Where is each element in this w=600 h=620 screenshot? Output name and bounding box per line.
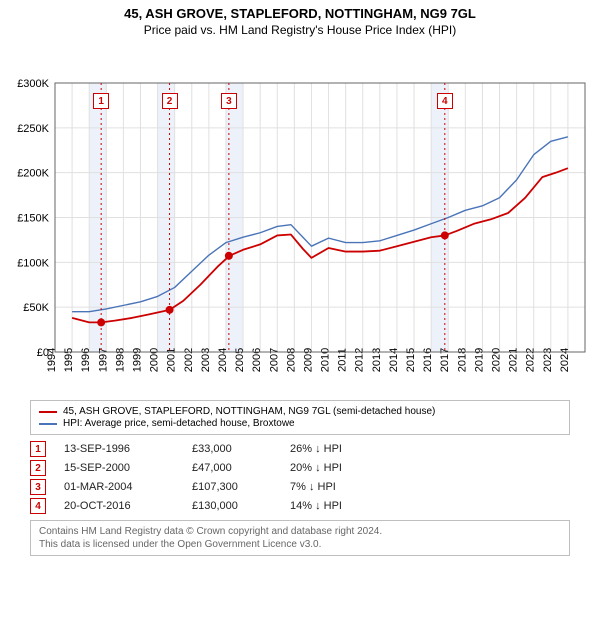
svg-text:£250K: £250K <box>17 123 49 135</box>
svg-text:£50K: £50K <box>23 302 49 314</box>
sales-date: 01-MAR-2004 <box>64 481 174 493</box>
title-block: 45, ASH GROVE, STAPLEFORD, NOTTINGHAM, N… <box>0 0 600 37</box>
legend-label: 45, ASH GROVE, STAPLEFORD, NOTTINGHAM, N… <box>63 406 435 417</box>
sales-row: 4 20-OCT-2016 £130,000 14% ↓ HPI <box>30 498 570 514</box>
svg-text:2002: 2002 <box>183 348 195 372</box>
svg-text:2018: 2018 <box>456 348 468 372</box>
footer-line2: This data is licensed under the Open Gov… <box>39 538 561 551</box>
svg-text:2020: 2020 <box>491 348 503 372</box>
legend: 45, ASH GROVE, STAPLEFORD, NOTTINGHAM, N… <box>30 400 570 435</box>
svg-text:2015: 2015 <box>405 348 417 372</box>
title-address: 45, ASH GROVE, STAPLEFORD, NOTTINGHAM, N… <box>0 6 600 21</box>
sales-price: £107,300 <box>192 481 272 493</box>
sales-row: 3 01-MAR-2004 £107,300 7% ↓ HPI <box>30 479 570 495</box>
sales-date: 13-SEP-1996 <box>64 443 174 455</box>
legend-label: HPI: Average price, semi-detached house,… <box>63 418 295 429</box>
legend-swatch <box>39 411 57 413</box>
legend-swatch <box>39 423 57 425</box>
svg-text:1998: 1998 <box>114 348 126 372</box>
svg-text:1994: 1994 <box>46 348 58 372</box>
sales-date: 20-OCT-2016 <box>64 500 174 512</box>
svg-text:2010: 2010 <box>320 348 332 372</box>
sales-row: 2 15-SEP-2000 £47,000 20% ↓ HPI <box>30 460 570 476</box>
svg-text:2021: 2021 <box>508 348 520 372</box>
sales-badge: 1 <box>30 441 46 457</box>
svg-text:1995: 1995 <box>63 348 75 372</box>
svg-text:2016: 2016 <box>422 348 434 372</box>
sale-marker-1: 1 <box>93 93 109 109</box>
sale-marker-2: 2 <box>162 93 178 109</box>
sales-diff: 20% ↓ HPI <box>290 462 342 474</box>
svg-text:2007: 2007 <box>268 348 280 372</box>
footer: Contains HM Land Registry data © Crown c… <box>30 520 570 556</box>
sales-diff: 26% ↓ HPI <box>290 443 342 455</box>
sale-marker-3: 3 <box>221 93 237 109</box>
svg-text:2000: 2000 <box>149 348 161 372</box>
svg-text:2009: 2009 <box>302 348 314 372</box>
svg-text:£100K: £100K <box>17 257 49 269</box>
sales-price: £130,000 <box>192 500 272 512</box>
sales-badge: 4 <box>30 498 46 514</box>
chart: £0£50K£100K£150K£200K£250K£300K199419951… <box>0 37 600 392</box>
svg-text:2014: 2014 <box>388 348 400 372</box>
svg-text:2003: 2003 <box>200 348 212 372</box>
sales-date: 15-SEP-2000 <box>64 462 174 474</box>
legend-item-1: HPI: Average price, semi-detached house,… <box>39 418 561 429</box>
svg-text:2012: 2012 <box>354 348 366 372</box>
sale-marker-4: 4 <box>437 93 453 109</box>
chart-svg: £0£50K£100K£150K£200K£250K£300K199419951… <box>0 37 600 392</box>
svg-text:2017: 2017 <box>439 348 451 372</box>
svg-text:1996: 1996 <box>80 348 92 372</box>
svg-text:£300K: £300K <box>17 78 49 90</box>
svg-text:2005: 2005 <box>234 348 246 372</box>
svg-text:1997: 1997 <box>97 348 109 372</box>
svg-text:2013: 2013 <box>371 348 383 372</box>
sales-price: £33,000 <box>192 443 272 455</box>
svg-text:2023: 2023 <box>542 348 554 372</box>
sales-diff: 7% ↓ HPI <box>290 481 336 493</box>
svg-text:2019: 2019 <box>473 348 485 372</box>
title-sub: Price paid vs. HM Land Registry's House … <box>0 23 600 37</box>
svg-text:2006: 2006 <box>251 348 263 372</box>
svg-text:2024: 2024 <box>559 348 571 372</box>
sales-row: 1 13-SEP-1996 £33,000 26% ↓ HPI <box>30 441 570 457</box>
sales-badge: 2 <box>30 460 46 476</box>
svg-text:2022: 2022 <box>525 348 537 372</box>
svg-text:2008: 2008 <box>285 348 297 372</box>
svg-text:2004: 2004 <box>217 348 229 372</box>
sales-table: 1 13-SEP-1996 £33,000 26% ↓ HPI 2 15-SEP-2000… <box>30 441 570 514</box>
svg-text:£200K: £200K <box>17 168 49 180</box>
svg-text:£150K: £150K <box>17 213 49 225</box>
sales-badge: 3 <box>30 479 46 495</box>
legend-item-0: 45, ASH GROVE, STAPLEFORD, NOTTINGHAM, N… <box>39 406 561 417</box>
svg-text:1999: 1999 <box>131 348 143 372</box>
svg-text:2001: 2001 <box>166 348 178 372</box>
sales-price: £47,000 <box>192 462 272 474</box>
page-root: 45, ASH GROVE, STAPLEFORD, NOTTINGHAM, N… <box>0 0 600 556</box>
sales-diff: 14% ↓ HPI <box>290 500 342 512</box>
footer-line1: Contains HM Land Registry data © Crown c… <box>39 525 561 538</box>
